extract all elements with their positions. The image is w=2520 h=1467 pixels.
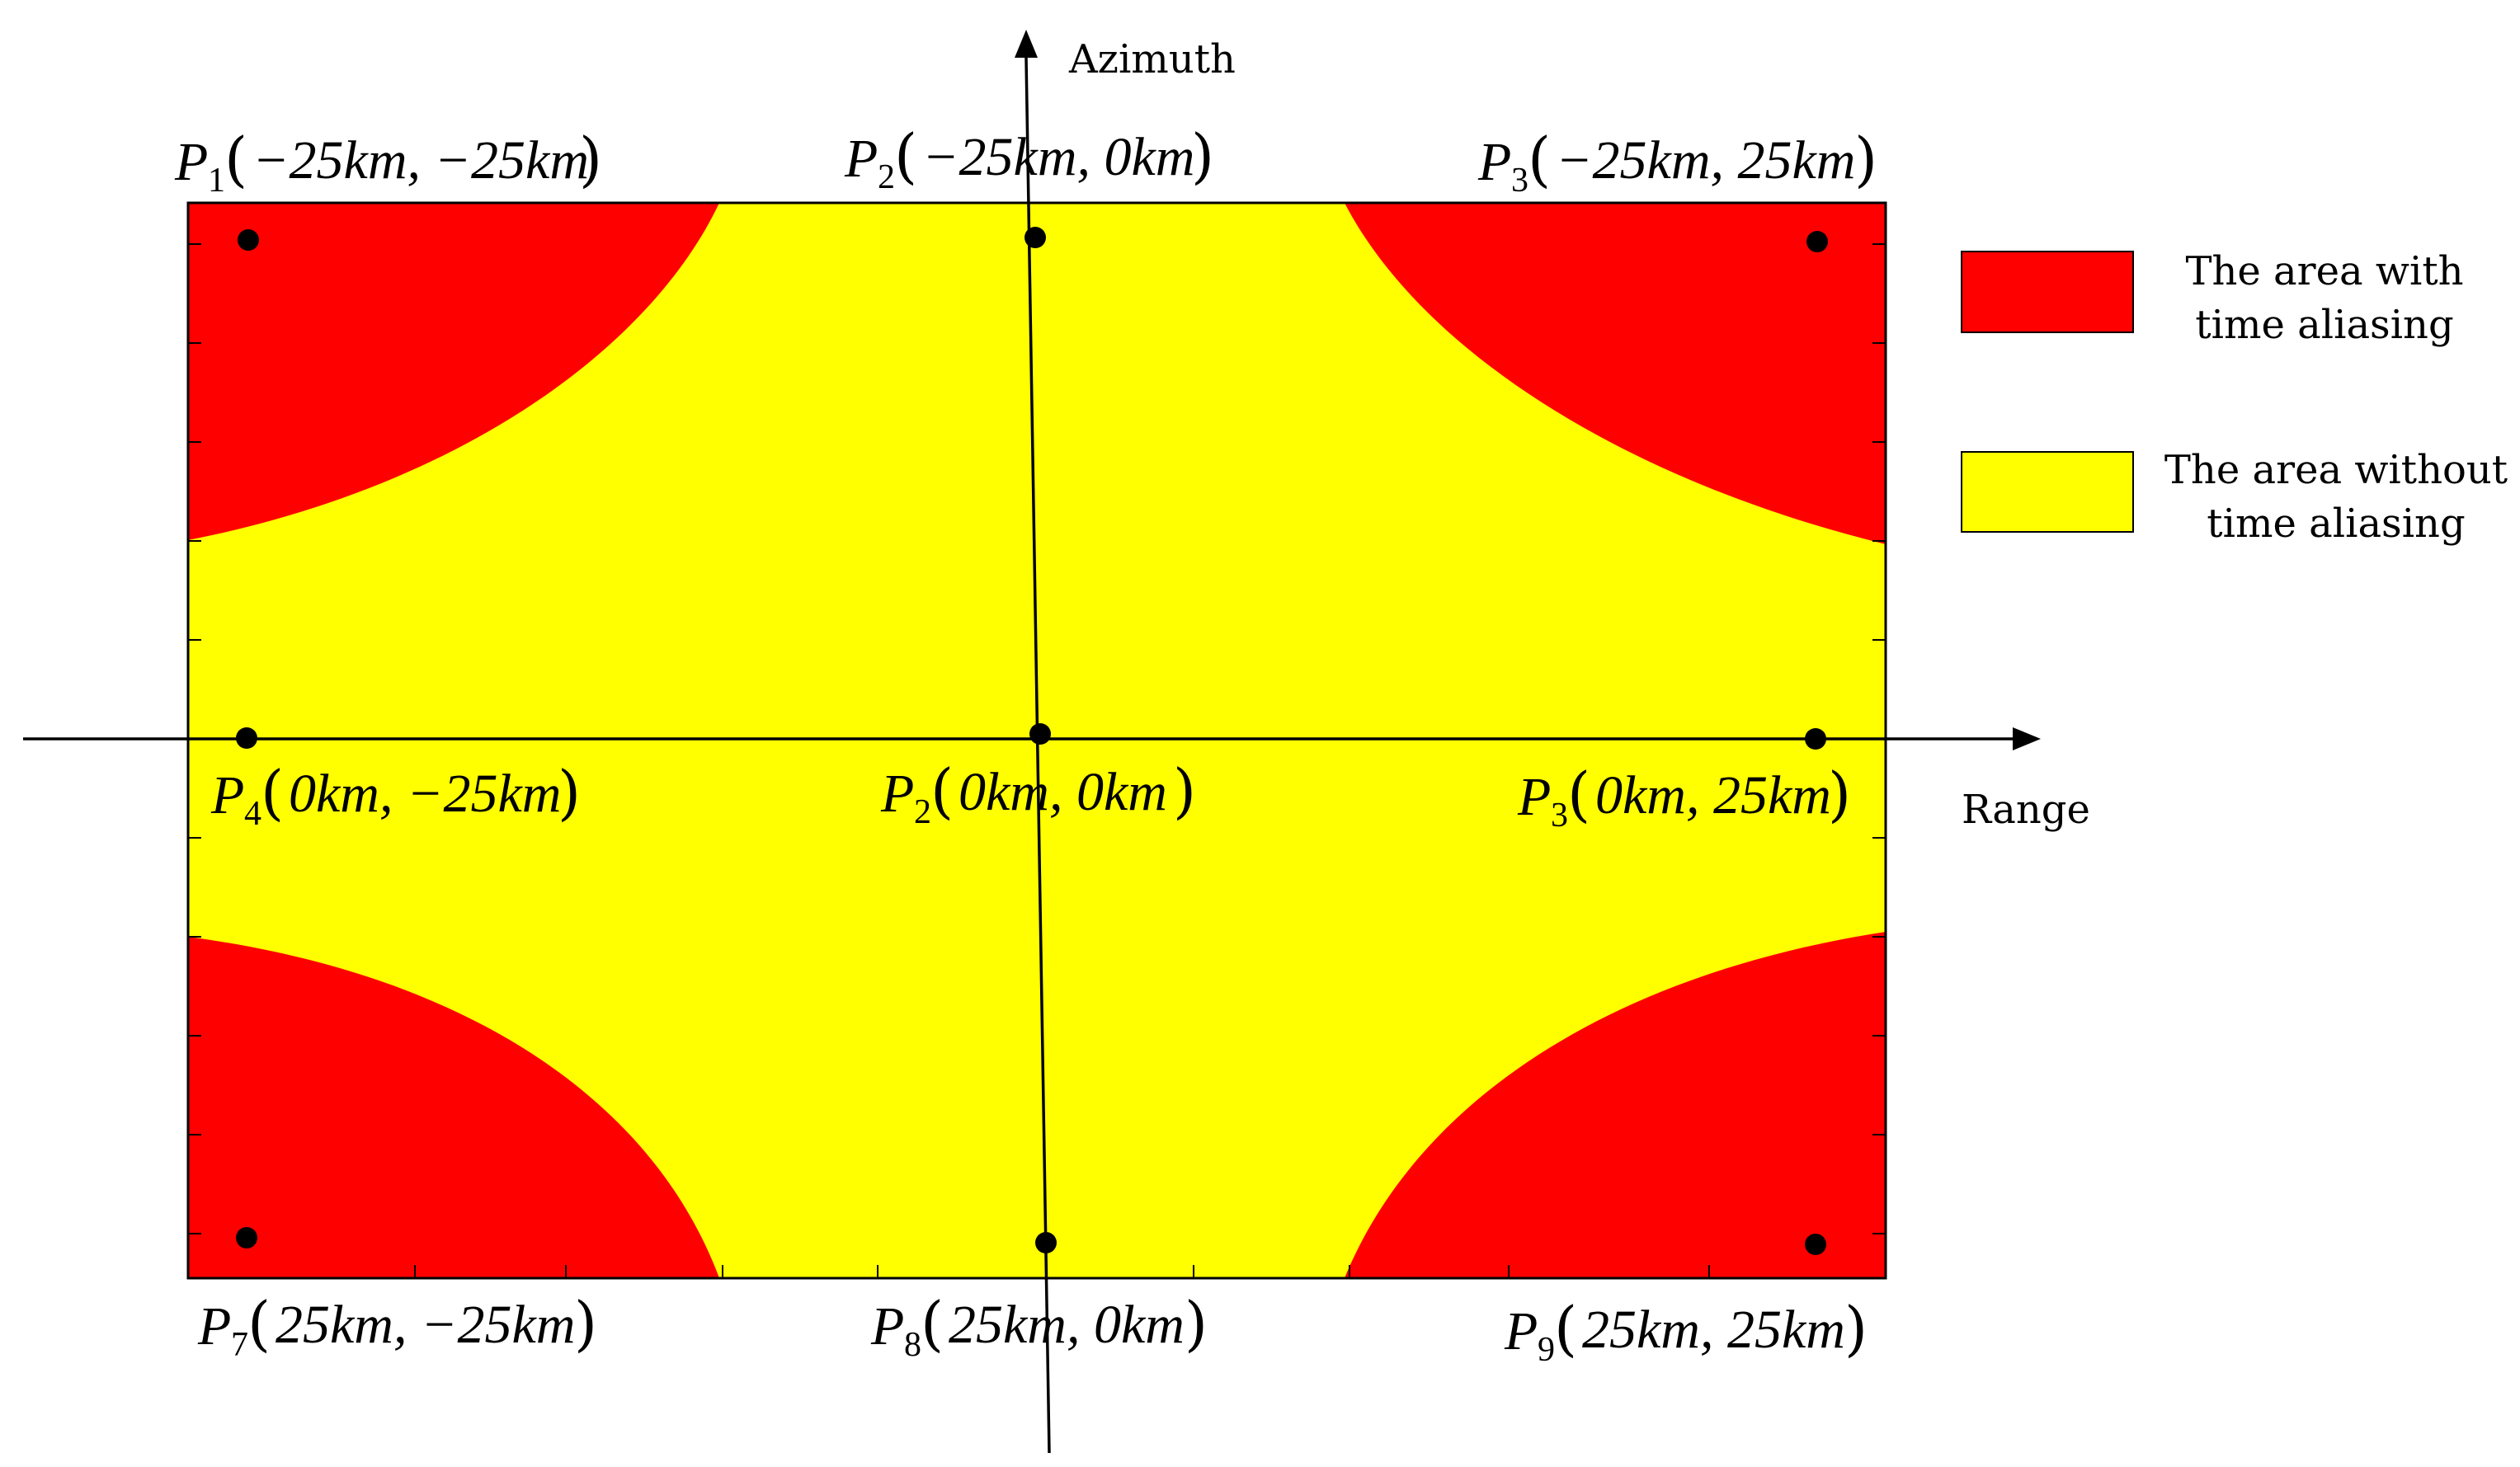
- tick-marks: [188, 243, 1886, 1278]
- range-axis-label: Range: [1962, 787, 2090, 833]
- point-marker-p4: [236, 727, 257, 749]
- point-label-subscript: 1: [208, 162, 225, 200]
- point-label-close-paren: ): [579, 125, 602, 194]
- point-label-open-paren: (: [921, 1289, 944, 1358]
- point-label-name: P: [870, 1296, 904, 1357]
- point-marker-p2-center: [1029, 723, 1051, 745]
- point-label-close-paren: ): [1828, 759, 1851, 829]
- range-axis: [23, 727, 2041, 750]
- point-marker-p2-top: [1024, 227, 1046, 248]
- point-label-name: P: [1517, 767, 1551, 827]
- legend-text-line1: The area without: [2164, 447, 2508, 493]
- point-marker-p9: [1805, 1234, 1826, 1255]
- point-label-subscript: 7: [231, 1326, 248, 1364]
- aliasing-region-bottom-left: [188, 937, 719, 1278]
- legend-swatch-red: [1961, 251, 2134, 333]
- point-label-p4: P 4 ( 0km, −25km ): [210, 758, 581, 833]
- point-label-subscript: 3: [1551, 797, 1568, 835]
- point-label-p7: P 7 ( 25km, −25km ): [197, 1289, 597, 1364]
- point-label-coords: 25km, 0km: [949, 1295, 1185, 1355]
- point-label-p8: P 8 ( 25km, 0km ): [870, 1289, 1208, 1364]
- legend: The area with time aliasing The area wit…: [1961, 248, 2508, 547]
- point-label-open-paren: (: [261, 758, 284, 827]
- point-label-coords: 25km, −25km: [276, 1295, 575, 1355]
- point-label-open-paren: (: [894, 121, 917, 190]
- point-label-subscript: 2: [914, 793, 931, 831]
- azimuth-arrow-icon: [1015, 30, 1038, 58]
- point-label-subscript: 3: [1511, 162, 1528, 200]
- point-label-subscript: 4: [244, 795, 261, 833]
- point-label-open-paren: (: [1567, 759, 1590, 829]
- legend-item-aliasing: The area with time aliasing: [1961, 248, 2464, 348]
- point-label-p2-top: P 2 ( −25km, 0km ): [844, 121, 1214, 196]
- point-label-coords: −25km, 0km: [922, 127, 1194, 187]
- point-label-open-paren: (: [247, 1289, 271, 1358]
- aliasing-region-bottom-right: [1345, 932, 1886, 1278]
- point-label-name: P: [1477, 132, 1511, 192]
- point-label-name: P: [844, 129, 878, 189]
- point-label-close-paren: ): [574, 1289, 597, 1358]
- aliasing-region-top-right: [1345, 203, 1886, 544]
- point-label-subscript: 2: [878, 158, 895, 196]
- point-label-p1: P 1 ( −25km, −25km ): [174, 125, 602, 200]
- point-label-open-paren: (: [1554, 1294, 1577, 1363]
- point-marker-p8: [1035, 1232, 1057, 1253]
- azimuth-axis: [1015, 30, 1051, 1454]
- point-label-open-paren: (: [224, 125, 247, 194]
- point-markers: [236, 227, 1828, 1255]
- legend-text-line1: The area with: [2185, 248, 2463, 294]
- point-label-name: P: [197, 1296, 231, 1357]
- point-label-coords: 25km, 25km: [1582, 1300, 1845, 1360]
- point-label-coords: 0km, −25km: [289, 764, 561, 824]
- point-label-name: P: [1504, 1301, 1538, 1361]
- point-label-close-paren: ): [1185, 1289, 1208, 1358]
- aliasing-region-top-left: [188, 203, 719, 540]
- point-label-open-paren: (: [1528, 125, 1551, 194]
- point-label-close-paren: ): [1854, 125, 1877, 194]
- point-label-name: P: [210, 765, 244, 825]
- point-label-name: P: [174, 132, 208, 192]
- point-label-coords: −25km, 25km: [1556, 130, 1855, 190]
- point-marker-p3-top: [1806, 231, 1828, 252]
- point-label-coords: 0km, 25km: [1595, 765, 1831, 825]
- point-label-close-paren: ): [1173, 756, 1196, 825]
- legend-text-line2: time aliasing: [2195, 302, 2453, 348]
- legend-text-line2: time aliasing: [2207, 501, 2465, 547]
- point-label-subscript: 8: [904, 1326, 921, 1364]
- point-label-p3-center: P 3 ( 0km, 25km ): [1517, 759, 1851, 835]
- range-arrow-icon: [2013, 727, 2041, 750]
- point-label-p2-center: P 2 ( 0km, 0km ): [880, 756, 1196, 831]
- plot-area: [188, 203, 1886, 1278]
- point-label-close-paren: ): [1191, 121, 1214, 190]
- point-marker-p3-center: [1805, 728, 1826, 750]
- point-label-coords: 0km, 0km: [959, 762, 1167, 822]
- point-label-close-paren: ): [1844, 1294, 1868, 1363]
- point-label-close-paren: ): [558, 758, 581, 827]
- legend-item-no-aliasing: The area without time aliasing: [1961, 447, 2508, 547]
- point-marker-p1: [238, 229, 259, 251]
- point-label-p9: P 9 ( 25km, 25km ): [1504, 1294, 1868, 1369]
- point-label-name: P: [880, 764, 914, 824]
- point-label-subscript: 9: [1538, 1331, 1555, 1369]
- point-label-coords: −25km, −25km: [252, 130, 589, 190]
- point-label-open-paren: (: [930, 756, 954, 825]
- point-label-p3-top: P 3 ( −25km, 25km ): [1477, 125, 1877, 200]
- point-marker-p7: [236, 1227, 257, 1248]
- plot-frame: [186, 201, 1887, 1280]
- legend-swatch-yellow: [1961, 451, 2134, 533]
- azimuth-axis-label: Azimuth: [1068, 36, 1236, 82]
